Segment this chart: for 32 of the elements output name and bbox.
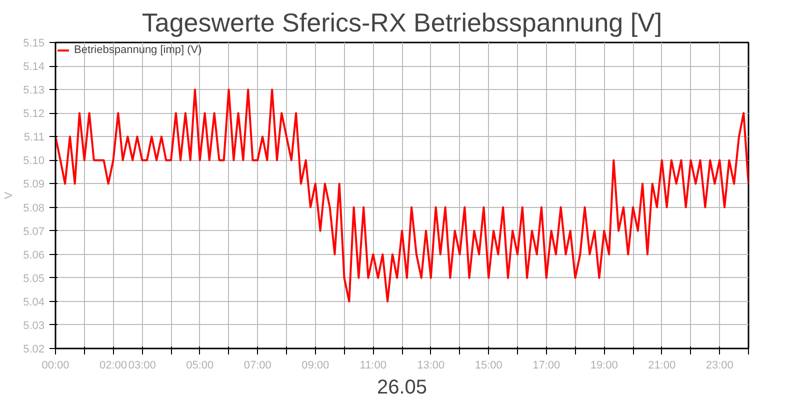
x-tick-label: 23:00 — [706, 360, 734, 372]
y-axis-title: V — [3, 191, 16, 200]
y-tick-label: 5.06 — [23, 249, 45, 262]
y-tick-label: 5.15 — [23, 38, 45, 50]
x-tick-label: 09:00 — [302, 360, 330, 372]
x-tick-label: 02:00 — [99, 360, 128, 372]
y-tick-label: 5.14 — [23, 61, 45, 74]
x-tick-label: 11:00 — [360, 360, 386, 372]
y-tick-label: 5.11 — [24, 132, 44, 144]
y-tick-label: 5.09 — [23, 178, 45, 191]
x-tick-label: 13:00 — [417, 360, 445, 372]
y-tick-label: 5.07 — [23, 226, 45, 238]
y-tick-label: 5.03 — [23, 320, 45, 332]
y-tick-label: 5.12 — [23, 108, 45, 120]
y-tick-label: 5.05 — [23, 272, 45, 285]
y-tick-label: 5.08 — [23, 202, 45, 214]
x-axis-title: 26.05 — [376, 376, 428, 398]
y-tick-label: 5.10 — [23, 155, 45, 168]
x-tick-label: 07:00 — [244, 360, 272, 372]
x-tick-label: 21:00 — [648, 360, 676, 372]
x-tick-label: 15:00 — [474, 360, 502, 372]
y-tick-label: 5.04 — [23, 296, 45, 308]
x-tick-label: 00:00 — [42, 360, 70, 372]
text: Betriebspannung [imp] (V) — [74, 44, 202, 56]
x-tick-label: 05:00 — [186, 360, 214, 372]
y-tick-label: 5.13 — [23, 84, 45, 97]
chart-title: Tageswerte Sferics-RX Betriebsspannung [V] — [142, 8, 662, 38]
x-tick-label: 19:00 — [590, 360, 618, 372]
line-series — [56, 88, 748, 302]
y-tick-label: 5.02 — [23, 344, 45, 356]
x-tick-label: 03:00 — [128, 360, 156, 372]
x-tick-label: 17:00 — [532, 360, 560, 372]
